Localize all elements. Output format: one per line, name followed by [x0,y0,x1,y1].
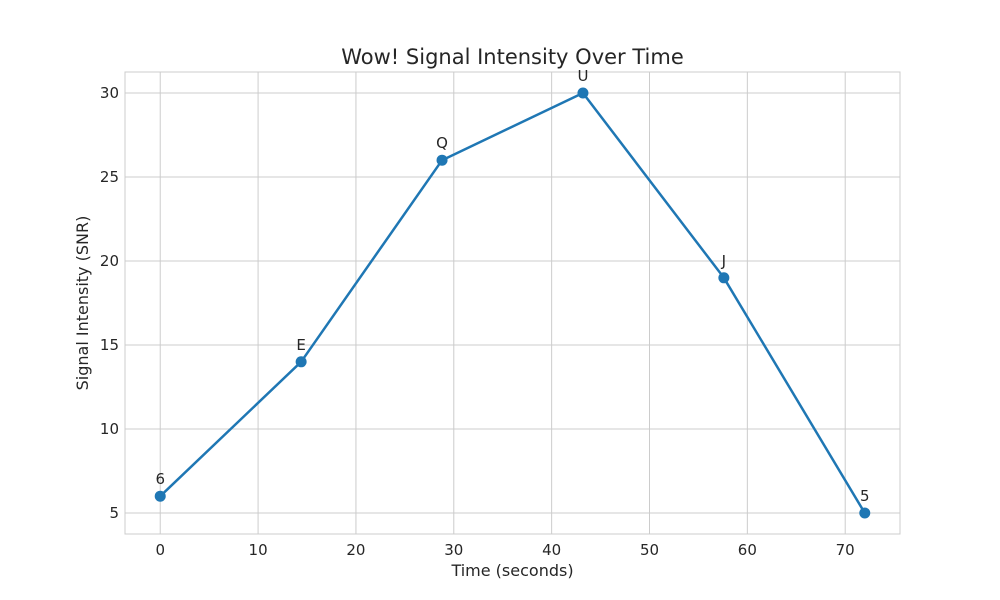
data-point-label: Q [436,134,448,152]
x-tick-label: 40 [542,541,561,559]
plot-area-frame [124,71,901,535]
y-tick-labels: 5 10 15 20 25 30 [100,84,119,522]
y-tick-label: 30 [100,84,119,102]
data-point [154,490,166,502]
data-point [859,507,871,519]
x-tick-labels: 0 10 20 30 40 50 60 70 [155,541,854,559]
data-point [295,356,307,368]
y-tick-label: 20 [100,252,119,270]
data-point-label: U [577,67,588,85]
x-axis-label: Time (seconds) [450,561,573,580]
y-tick-label: 5 [109,504,119,522]
data-point-label: 6 [155,470,165,488]
x-tick-label: 0 [155,541,165,559]
y-tick-label: 15 [100,336,119,354]
x-tick-label: 50 [640,541,659,559]
x-tick-label: 20 [346,541,365,559]
data-point-label: E [296,336,305,354]
data-point-label: 5 [860,487,870,505]
grid [125,72,900,534]
y-tick-label: 25 [100,168,119,186]
data-point [577,87,589,99]
x-tick-label: 10 [249,541,268,559]
series-line [158,91,867,515]
x-tick-label: 70 [836,541,855,559]
data-point-label: J [721,252,726,270]
y-axis-label: Signal Intensity (SNR) [73,216,92,391]
x-tick-label: 30 [444,541,463,559]
data-point [718,272,730,284]
data-point [436,154,448,166]
chart-title: Wow! Signal Intensity Over Time [341,45,684,69]
y-tick-label: 10 [100,420,119,438]
series-layer: 6 E Q U J 5 [154,67,871,519]
x-tick-label: 60 [738,541,757,559]
